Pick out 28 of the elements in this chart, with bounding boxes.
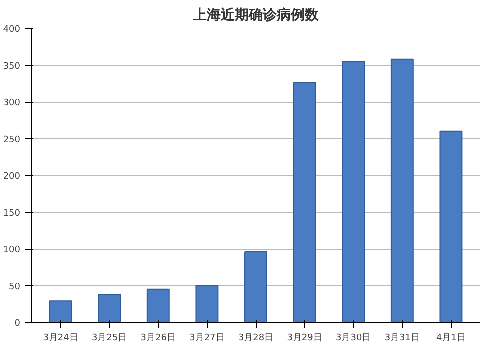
- bar: [390, 58, 414, 322]
- bar: [244, 251, 268, 322]
- bar: [196, 285, 219, 322]
- bar: [98, 294, 122, 322]
- x-tick-label: 3月28日: [238, 334, 274, 344]
- bar: [440, 130, 463, 322]
- y-tick-label: 100: [3, 246, 21, 256]
- x-tick-label: 3月29日: [287, 334, 322, 344]
- x-tick-label: 3月31日: [384, 334, 420, 344]
- y-tick-label: 300: [3, 98, 21, 108]
- chart-title: 上海近期确诊病例数: [192, 6, 320, 24]
- y-tick-label: 0: [14, 319, 21, 329]
- x-tick-label: 3月24日: [43, 334, 78, 344]
- x-tick-label: 3月30日: [336, 334, 372, 344]
- y-tick-label: 400: [3, 25, 21, 35]
- x-tick-label: 3月25日: [92, 334, 128, 344]
- x-tick-label: 3月27日: [190, 334, 225, 344]
- y-tick-label: 200: [3, 172, 21, 182]
- bar: [293, 82, 316, 322]
- bar: [49, 300, 72, 322]
- x-tick-label: 4月1日: [436, 334, 466, 344]
- y-tick-label: 150: [3, 208, 21, 219]
- bar: [146, 288, 170, 322]
- y-tick-label: 350: [3, 62, 21, 72]
- y-tick-label: 250: [3, 135, 21, 146]
- x-tick-label: 3月26日: [140, 334, 176, 344]
- y-tick-label: 50: [9, 282, 21, 292]
- bar: [342, 61, 366, 322]
